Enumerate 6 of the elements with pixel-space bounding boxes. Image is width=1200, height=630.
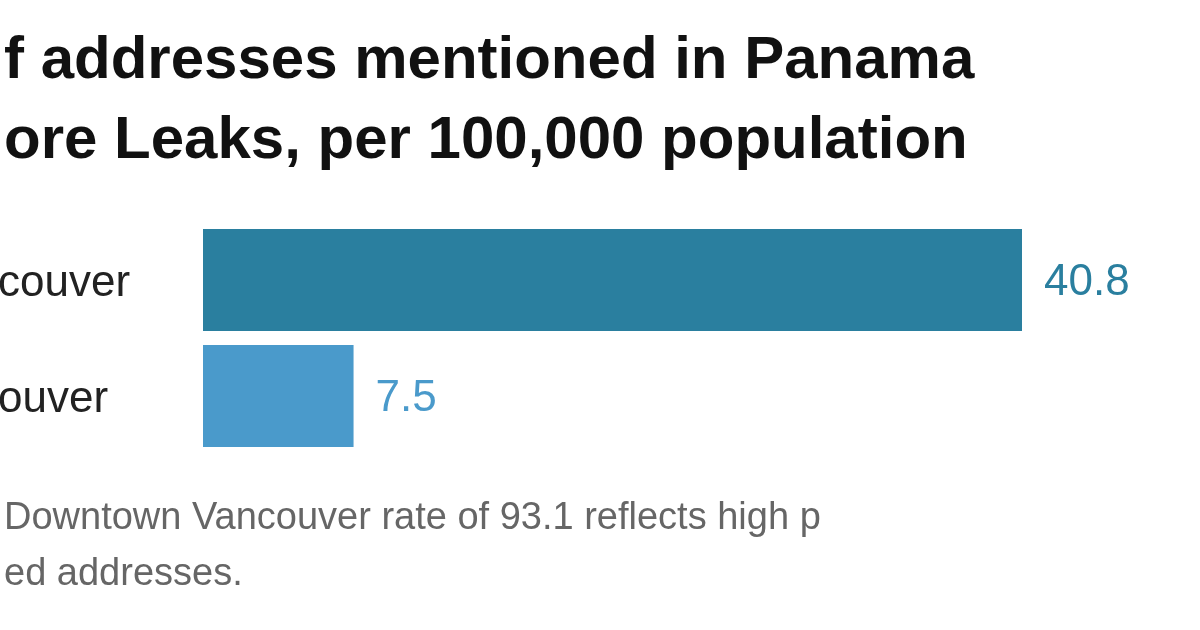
y-tick-label: ouver xyxy=(0,371,109,421)
chart-title: f addresses mentioned in Panama ore Leaks, per 100,000 population xyxy=(4,23,975,173)
data-label: 40.8 xyxy=(1044,255,1130,305)
data-label: 7.5 xyxy=(375,371,437,421)
y-tick-label: couver xyxy=(0,255,131,305)
text: Downtown Vancouver rate of 93.1 reflects high p ed addresses. xyxy=(4,494,821,595)
